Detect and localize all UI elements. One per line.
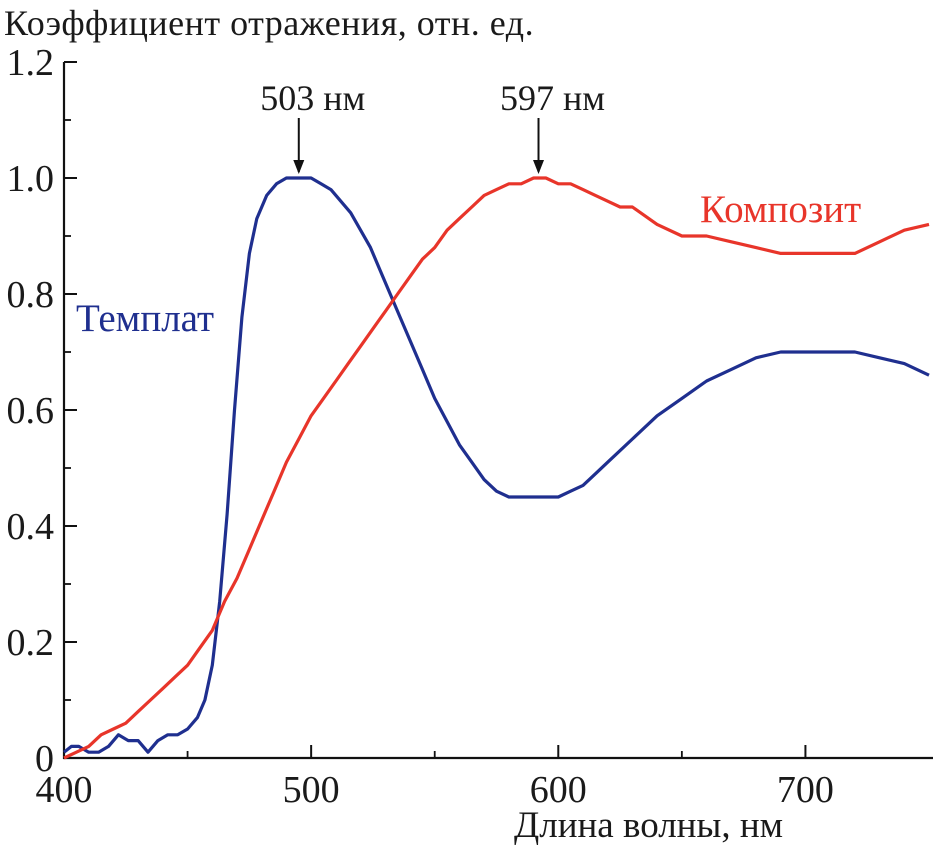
annotations: 503 нм 597 нм Темплат Композит	[76, 78, 861, 340]
ylabel-title: Коэффициент отражения, отн. ед.	[4, 3, 535, 43]
xlabel-title: Длина волны, нм	[514, 805, 784, 846]
y-tick-label: 0.6	[7, 390, 55, 432]
x-tick-label: 500	[283, 769, 340, 811]
y-tick-label: 0.2	[7, 622, 55, 664]
peak-label: 503 нм	[260, 78, 365, 118]
x-tick-label: 400	[36, 769, 93, 811]
series-label-composite: Композит	[700, 188, 861, 231]
axes: 0 0.2 0.4 0.6 0.8 1.0 1.2 400 500 600 700	[7, 42, 933, 811]
peak-arrowhead	[293, 160, 305, 174]
y-tick-label: 1.2	[7, 42, 55, 84]
x-tick-label: 600	[530, 769, 587, 811]
x-tick-label: 700	[777, 769, 834, 811]
series-line-composite	[63, 176, 930, 760]
y-tick-label: 0.8	[7, 274, 55, 316]
y-tick-label: 0	[35, 738, 54, 780]
series-label-template: Темплат	[76, 297, 214, 340]
series-lines	[63, 176, 930, 760]
series-line-template	[63, 176, 930, 754]
y-tick-label: 1.0	[7, 158, 55, 200]
peak-arrowhead	[533, 160, 545, 174]
peak-label: 597 нм	[500, 78, 605, 118]
y-tick-label: 0.4	[7, 506, 55, 548]
